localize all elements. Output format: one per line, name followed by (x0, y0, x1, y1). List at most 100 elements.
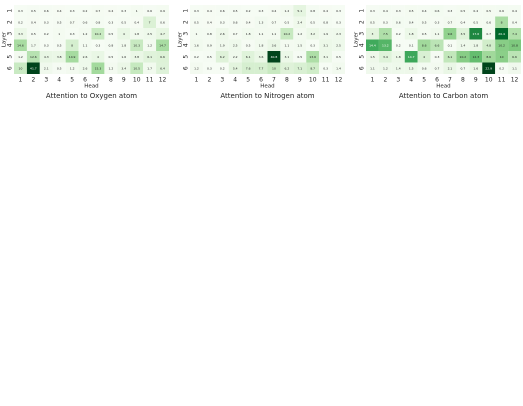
heatmap-cell (78, 39, 92, 51)
cell-label: 0.3 (207, 66, 212, 70)
heatmap-cell (280, 62, 294, 74)
heatmap-cell (78, 62, 92, 74)
cell-label: 3.5 (460, 32, 465, 36)
heatmap-cell (190, 5, 203, 17)
cell-label: 0.8 (96, 20, 101, 24)
cell-label: 6.1 (147, 55, 152, 59)
cell-label: 0.5 (422, 32, 427, 36)
heatmap-cell (190, 51, 203, 63)
cell-label: 0.7 (96, 9, 101, 13)
cell-label: 12.3 (472, 55, 479, 59)
heatmap-cell (228, 28, 242, 40)
cell-label: 14.9 (69, 55, 76, 59)
cell-label: 0.3 (435, 55, 440, 59)
cell-label: 0.5 (246, 43, 251, 47)
heatmap-cell (319, 28, 333, 40)
heatmap-cell (456, 16, 470, 28)
x-axis-label: Head (260, 84, 274, 90)
heatmap-cell (52, 39, 66, 51)
heatmap-cell (495, 62, 509, 74)
heatmap-cell (456, 39, 470, 51)
cell-label: 0.6 (396, 20, 401, 24)
cell-label: 10.5 (133, 66, 140, 70)
y-tick-label: 6 (7, 66, 14, 70)
cell-label: 10.8 (511, 43, 518, 47)
cell-label: 4 (97, 55, 99, 59)
cell-label: 0.2 (83, 9, 88, 13)
heatmap-cell (469, 5, 483, 17)
x-tick-label: 9 (122, 77, 126, 84)
heatmap-cell (130, 39, 144, 51)
cell-label: 0.3 (370, 9, 375, 13)
cell-label: 0.4 (57, 9, 62, 13)
cell-label: 13.2 (382, 43, 389, 47)
heatmap-cell (482, 5, 496, 17)
cell-label: 1.2 (70, 66, 75, 70)
heatmap-cell (91, 5, 105, 17)
heatmap-cell (417, 39, 431, 51)
y-tick-label: 4 (183, 43, 190, 47)
heatmap-cell (130, 16, 144, 28)
cell-label: 0.6 (233, 20, 238, 24)
cell-label: 0.4 (134, 20, 139, 24)
x-tick-label: 4 (409, 77, 413, 84)
heatmap-cell (293, 62, 307, 74)
cell-label: 0.7 (460, 66, 465, 70)
heatmap-cell (202, 16, 216, 28)
cell-label: 2.5 (147, 32, 152, 36)
cell-label: 0.7 (272, 20, 277, 24)
heatmap-cell (14, 51, 27, 63)
cell-label: 0.3 (336, 20, 341, 24)
cell-label: 0.9 (160, 9, 165, 13)
heatmap-cell (39, 5, 53, 17)
cell-label: 0.4 (460, 20, 465, 24)
heatmap-cell (306, 16, 320, 28)
x-tick-label: 4 (233, 77, 237, 84)
heatmap-cell (52, 5, 66, 17)
heatmap-cell (495, 39, 509, 51)
heatmap-cell (430, 28, 444, 40)
heatmap-cell (391, 28, 405, 40)
heatmap-cell (104, 5, 118, 17)
y-tick-label: 1 (359, 9, 366, 13)
cell-label: 0.3 (396, 9, 401, 13)
x-tick-label: 2 (383, 77, 387, 84)
cell-label: 1.1 (259, 32, 264, 36)
heatmap-cell (215, 16, 229, 28)
cell-label: 14.7 (159, 43, 166, 47)
heatmap-cell (469, 62, 483, 74)
heatmap-cell (293, 39, 307, 51)
heatmap-cell (495, 5, 509, 17)
heatmap-cell (26, 5, 40, 17)
cell-label: 3.4 (121, 66, 126, 70)
cell-label: 0.3 (259, 9, 264, 13)
cell-label: 0.4 (422, 9, 427, 13)
heatmap-cell (456, 5, 470, 17)
heatmap-cell (143, 51, 157, 63)
cell-label: 8.6 (422, 43, 427, 47)
cell-label: 0.5 (486, 9, 491, 13)
y-tick-label: 4 (359, 43, 366, 47)
cell-label: 6.2 (220, 55, 225, 59)
heatmap-cell (443, 28, 457, 40)
cell-label: 0.3 (323, 66, 328, 70)
heatmap-cell (143, 5, 157, 17)
cell-label: 1.9 (323, 32, 328, 36)
heatmap-cell (65, 16, 79, 28)
cell-label: 0.3 (18, 9, 23, 13)
cell-label: 0.2 (396, 32, 401, 36)
cell-label: 2.1 (448, 66, 453, 70)
y-tick-label: 5 (7, 55, 14, 59)
heatmap-cell (332, 16, 345, 28)
cell-label: 3.8 (57, 55, 62, 59)
cell-label: 10 (272, 66, 276, 70)
heatmap-cell (241, 62, 255, 74)
cell-label: 0.2 (246, 9, 251, 13)
cell-label: 0.4 (108, 9, 113, 13)
y-tick-label: 4 (7, 43, 14, 47)
heatmap-cell (215, 28, 229, 40)
heatmap-cell (319, 16, 333, 28)
heatmap-cell (280, 5, 294, 17)
heatmap-cell (293, 51, 307, 63)
heatmap-cell (228, 39, 242, 51)
